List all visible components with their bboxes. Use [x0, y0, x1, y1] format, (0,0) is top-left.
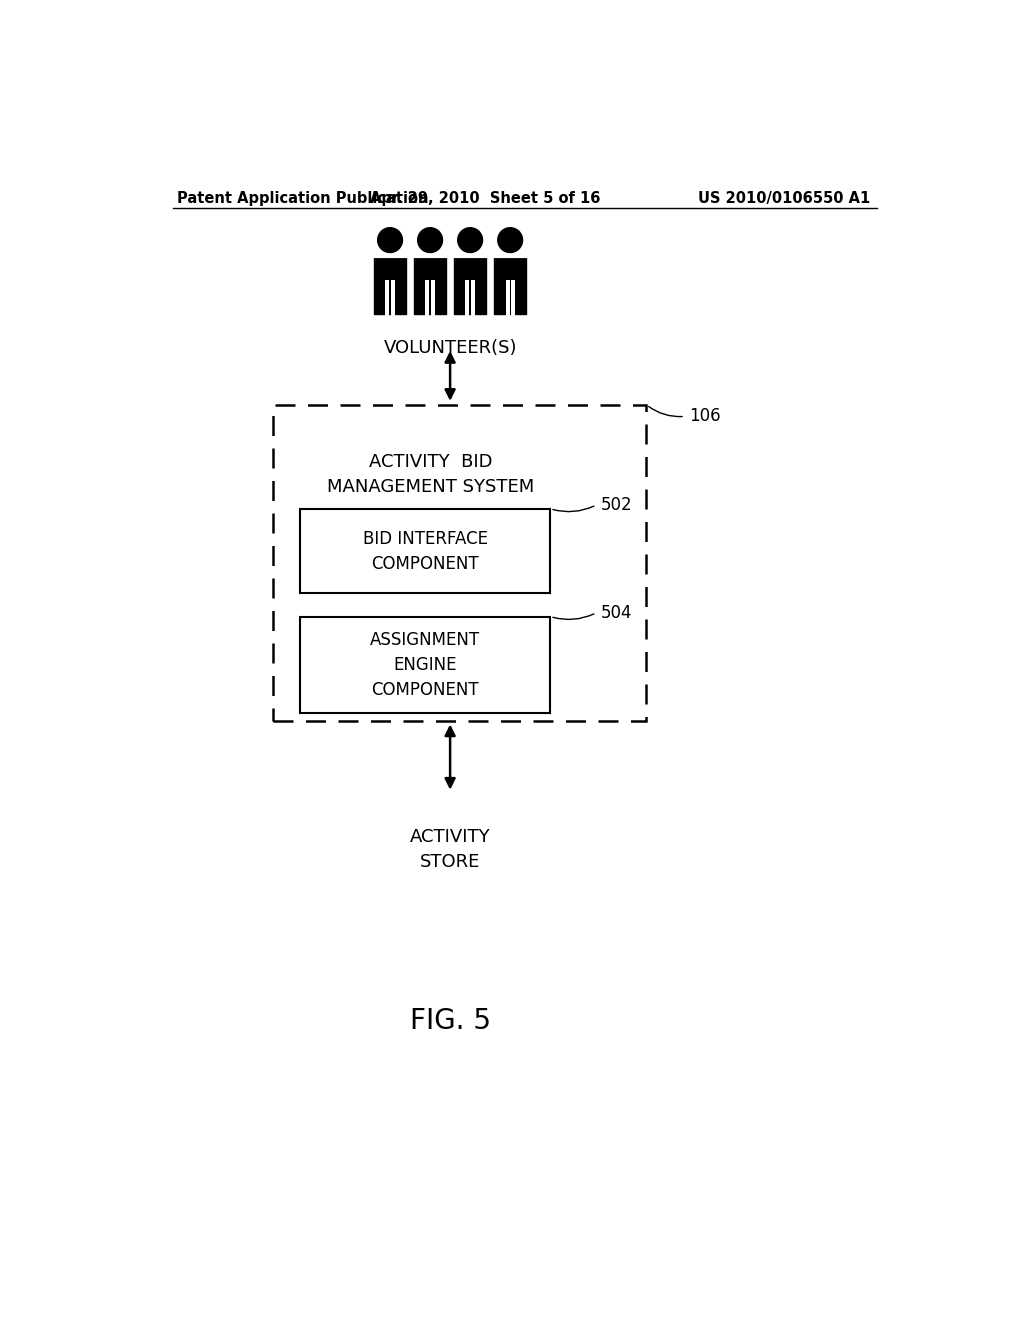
Circle shape: [418, 227, 442, 252]
Bar: [455, 256, 486, 314]
Text: ASSIGNMENT
ENGINE
COMPONENT: ASSIGNMENT ENGINE COMPONENT: [370, 631, 480, 698]
Text: Patent Application Publication: Patent Application Publication: [177, 191, 428, 206]
Bar: [300, 508, 550, 594]
Text: Apr. 29, 2010  Sheet 5 of 16: Apr. 29, 2010 Sheet 5 of 16: [370, 191, 600, 206]
Bar: [300, 616, 550, 713]
Bar: [414, 256, 446, 314]
Text: 502: 502: [600, 496, 632, 513]
Text: FIG. 5: FIG. 5: [410, 1007, 490, 1035]
Bar: [374, 256, 406, 314]
Circle shape: [498, 227, 522, 252]
Circle shape: [458, 227, 482, 252]
Text: US 2010/0106550 A1: US 2010/0106550 A1: [697, 191, 869, 206]
Text: VOLUNTEER(S): VOLUNTEER(S): [383, 339, 517, 358]
Circle shape: [378, 227, 402, 252]
Text: ACTIVITY  BID
MANAGEMENT SYSTEM: ACTIVITY BID MANAGEMENT SYSTEM: [328, 453, 535, 495]
Bar: [273, 405, 646, 721]
Text: 504: 504: [600, 603, 632, 622]
Text: BID INTERFACE
COMPONENT: BID INTERFACE COMPONENT: [362, 529, 487, 573]
Text: 106: 106: [689, 408, 721, 425]
Text: ACTIVITY
STORE: ACTIVITY STORE: [410, 829, 490, 871]
Bar: [495, 256, 526, 314]
